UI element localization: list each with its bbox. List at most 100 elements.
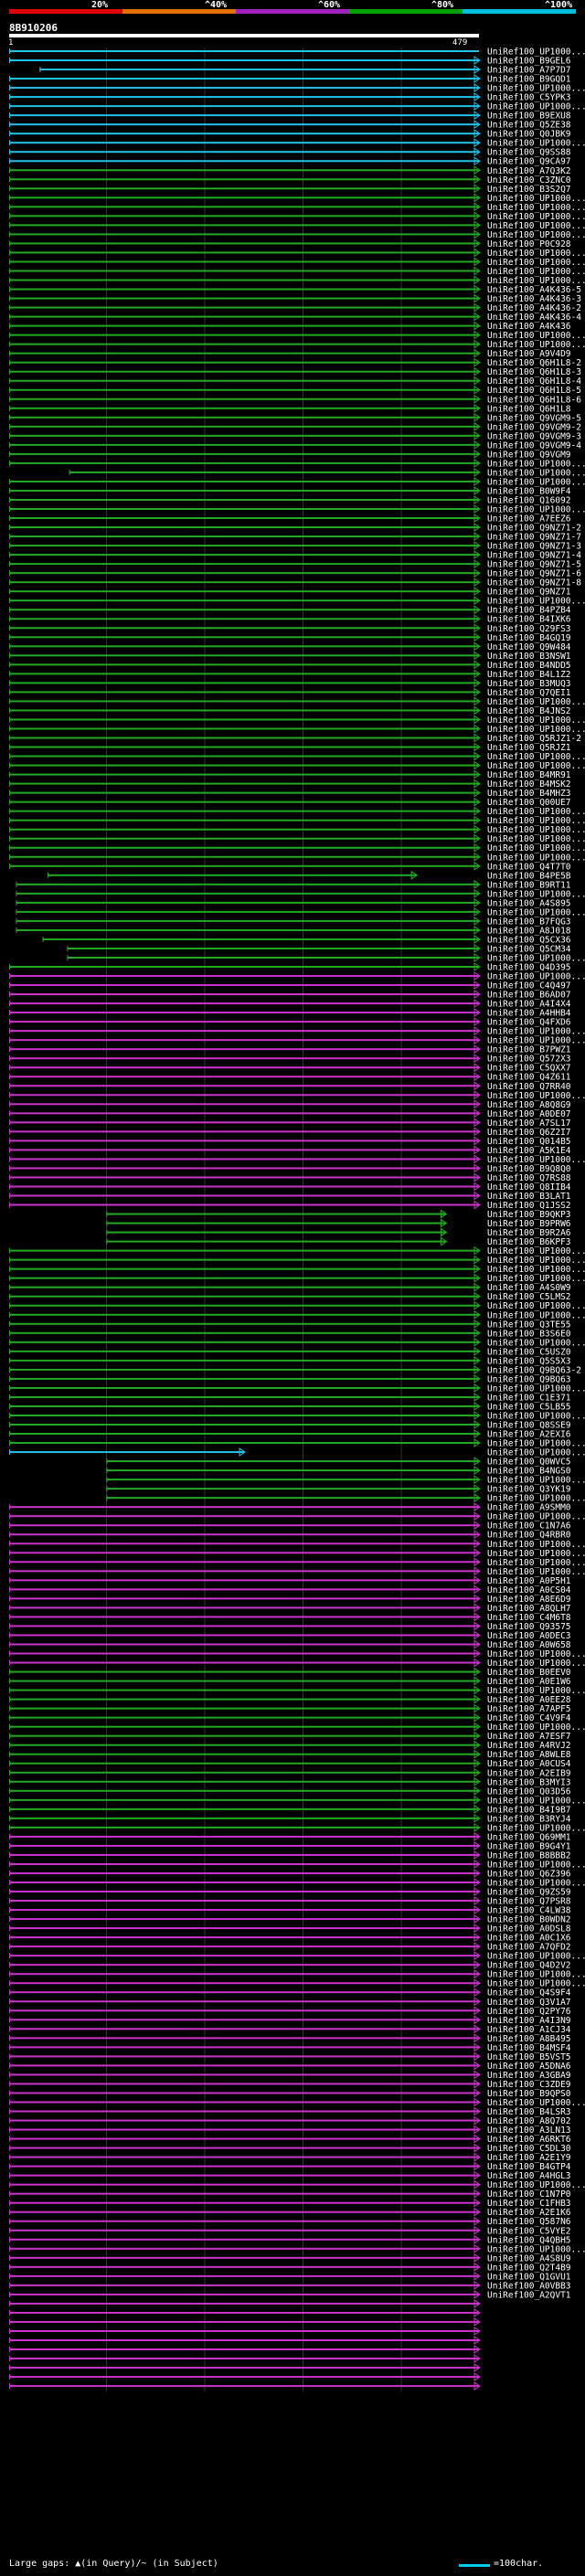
hit-bar[interactable] xyxy=(9,270,479,272)
hit-label[interactable]: UniRef100_B9GQD1 xyxy=(487,75,571,85)
hit-row[interactable]: UniRef100_UP1000... xyxy=(9,1273,585,1284)
hit-label[interactable]: UniRef100_UP1000... xyxy=(487,1155,585,1165)
hit-row[interactable]: UniRef100_UP1000... xyxy=(9,48,585,58)
hit-bar[interactable] xyxy=(69,471,479,473)
hit-label[interactable]: UniRef100_UP1000... xyxy=(487,1823,585,1833)
hit-label[interactable]: UniRef100_B9R2A6 xyxy=(487,1228,571,1238)
hit-label[interactable]: UniRef100_Q1GVU1 xyxy=(487,2272,571,2282)
hit-label[interactable]: UniRef100_A0C1X6 xyxy=(487,1934,571,1944)
hit-row[interactable]: UniRef100_A9V4D9 xyxy=(9,348,571,359)
hit-row[interactable]: UniRef100_UP1000... xyxy=(9,1548,585,1559)
hit-row[interactable]: UniRef100_UP1000... xyxy=(67,953,585,963)
hit-row[interactable]: UniRef100_B9PRW6 xyxy=(106,1218,571,1229)
hit-row[interactable]: UniRef100_UP1000... xyxy=(9,724,585,735)
hit-row[interactable]: UniRef100_B4IXK6 xyxy=(9,614,571,625)
hit-label[interactable]: UniRef100_Q4T7T0 xyxy=(487,862,571,872)
hit-label[interactable]: UniRef100_Q6H1L8-2 xyxy=(487,358,581,368)
hit-bar[interactable] xyxy=(9,461,479,464)
hit-bar[interactable] xyxy=(9,434,479,437)
hit-bar[interactable] xyxy=(9,1643,479,1646)
hit-bar[interactable] xyxy=(106,1479,480,1481)
hit-bar[interactable] xyxy=(9,782,479,785)
hit-label[interactable]: UniRef100_UP1000... xyxy=(487,1476,585,1486)
hit-label[interactable]: UniRef100_UP1000... xyxy=(487,102,585,112)
hit-label[interactable]: UniRef100_UP1000... xyxy=(487,1274,585,1284)
hit-label[interactable]: UniRef100_UP1000... xyxy=(487,1383,585,1394)
hit-row[interactable]: UniRef100_Q9NZ71-2 xyxy=(9,523,581,534)
hit-label[interactable]: UniRef100_C4M6T8 xyxy=(487,1613,571,1623)
hit-label[interactable]: UniRef100_UP1000... xyxy=(487,825,585,835)
hit-label[interactable]: UniRef100_UP1000... xyxy=(487,477,585,487)
hit-bar[interactable] xyxy=(9,1991,479,1994)
hit-row[interactable] xyxy=(9,2298,481,2308)
hit-row[interactable]: UniRef100_B4LSR3 xyxy=(9,2106,571,2117)
hit-label[interactable]: UniRef100_C5VYE2 xyxy=(487,2226,571,2236)
hit-bar[interactable] xyxy=(9,1414,479,1416)
hit-bar[interactable] xyxy=(9,1002,479,1005)
hit-label[interactable]: UniRef100_A5K1E4 xyxy=(487,1146,571,1156)
hit-row[interactable]: UniRef100_Q16092 xyxy=(9,495,571,505)
hit-bar[interactable] xyxy=(9,1331,479,1334)
hit-row[interactable]: UniRef100_B3LAT1 xyxy=(9,1191,571,1202)
hit-row[interactable]: UniRef100_UP1000... xyxy=(9,971,585,982)
hit-row[interactable]: UniRef100_B5VST5 xyxy=(9,2051,571,2062)
hit-label[interactable]: UniRef100_UP1000... xyxy=(487,1246,585,1256)
hit-row[interactable]: UniRef100_Q9W484 xyxy=(9,641,571,652)
hit-label[interactable]: UniRef100_UP1000... xyxy=(487,267,585,277)
hit-row[interactable]: UniRef100_UP1000... xyxy=(9,1969,585,1980)
hit-row[interactable]: UniRef100_UP1000... xyxy=(9,266,585,277)
hit-label[interactable]: UniRef100_B9G4Y1 xyxy=(487,1841,571,1851)
hit-bar[interactable] xyxy=(9,379,479,382)
hit-bar[interactable] xyxy=(9,1862,479,1865)
hit-bar[interactable] xyxy=(9,1734,479,1737)
hit-label[interactable]: UniRef100_A4K436-3 xyxy=(487,294,581,304)
hit-label[interactable]: UniRef100_B3S2Q7 xyxy=(487,185,571,195)
hit-row[interactable]: UniRef100_Q6H1L8-2 xyxy=(9,357,581,368)
hit-bar[interactable] xyxy=(9,1249,479,1252)
hit-bar[interactable] xyxy=(9,2192,479,2195)
hit-bar[interactable] xyxy=(9,627,479,630)
hit-row[interactable]: UniRef100_Q9VGM9-4 xyxy=(9,440,581,451)
hit-row[interactable]: UniRef100_UP1000... xyxy=(9,101,585,112)
hit-row[interactable]: UniRef100_Q3TE55 xyxy=(9,1319,571,1330)
hit-bar[interactable] xyxy=(9,1039,479,1042)
hit-label[interactable]: UniRef100_B4PZB4 xyxy=(487,606,571,616)
hit-row[interactable]: UniRef100_B3RYJ4 xyxy=(9,1813,571,1824)
hit-bar[interactable] xyxy=(9,169,479,172)
hit-bar[interactable] xyxy=(9,535,479,538)
hit-label[interactable]: UniRef100_A4S8U9 xyxy=(487,2253,571,2263)
hit-bar[interactable] xyxy=(9,1936,479,1939)
hit-row[interactable]: UniRef100_A7SL17 xyxy=(9,1118,571,1129)
hit-row[interactable]: UniRef100_A2EXI6 xyxy=(9,1429,571,1440)
hit-row[interactable]: UniRef100_A2E1K6 xyxy=(9,2207,571,2218)
hit-row[interactable]: UniRef100_UP1000... xyxy=(9,596,585,607)
hit-label[interactable]: UniRef100_UP1000... xyxy=(487,716,585,726)
hit-bar[interactable] xyxy=(9,1707,479,1710)
hit-row[interactable]: UniRef100_Q03D56 xyxy=(9,1786,571,1797)
hit-label[interactable]: UniRef100_B3MYI3 xyxy=(487,1777,571,1787)
hit-row[interactable]: UniRef100_UP1000... xyxy=(9,1438,585,1449)
hit-row[interactable]: UniRef100_Q6H1L8-3 xyxy=(9,366,581,377)
hit-row[interactable]: UniRef100_A4K436-4 xyxy=(9,312,581,323)
hit-bar[interactable] xyxy=(16,883,480,885)
hit-label[interactable]: UniRef100_A0E1W6 xyxy=(487,1677,571,1687)
hit-label[interactable]: UniRef100_Q014B5 xyxy=(487,1137,571,1147)
hit-label[interactable]: UniRef100_Q5S5X3 xyxy=(487,1356,571,1366)
hit-label[interactable]: UniRef100_B8BBB2 xyxy=(487,1850,571,1860)
hit-label[interactable]: UniRef100_Q0WVC5 xyxy=(487,1458,571,1468)
hit-bar[interactable] xyxy=(9,251,479,254)
hit-label[interactable]: UniRef100_B6KPF3 xyxy=(487,1237,571,1247)
hit-bar[interactable] xyxy=(9,810,479,812)
hit-label[interactable]: UniRef100_A9V4D9 xyxy=(487,349,571,359)
hit-row[interactable]: UniRef100_UP1000... xyxy=(9,852,585,863)
hit-row[interactable] xyxy=(9,2372,481,2382)
hit-bar[interactable] xyxy=(9,526,479,529)
hit-bar[interactable] xyxy=(9,800,479,803)
hit-label[interactable]: UniRef100_UP1000... xyxy=(487,907,585,917)
hit-bar[interactable] xyxy=(9,2210,479,2213)
hit-bar[interactable] xyxy=(9,1982,479,1985)
hit-row[interactable]: UniRef100_B9GEL6 xyxy=(9,56,571,67)
hit-label[interactable]: UniRef100_Q6H1L8-4 xyxy=(487,376,581,387)
hit-bar[interactable] xyxy=(106,1469,480,1472)
hit-bar[interactable] xyxy=(9,2101,479,2104)
